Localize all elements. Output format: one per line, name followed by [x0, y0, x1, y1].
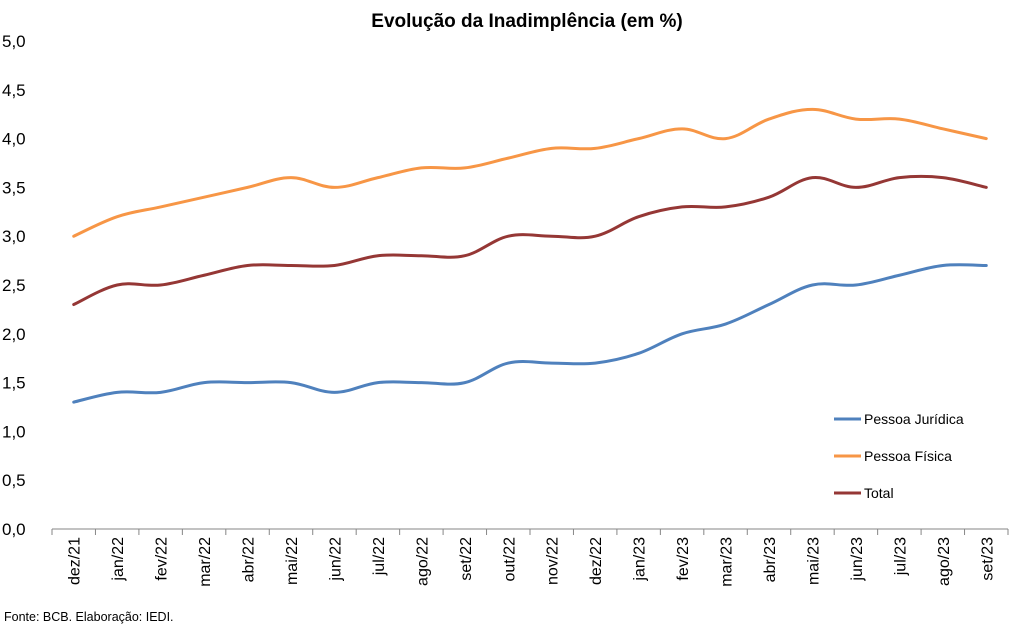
x-tick-label: jul/22 [371, 537, 388, 576]
y-tick-label: 0,5 [2, 471, 26, 490]
x-tick-label: jun/22 [327, 537, 344, 582]
y-tick-label: 3,0 [2, 227, 26, 246]
legend-label: Pessoa Jurídica [864, 411, 964, 427]
x-axis-ticks: dez/21 jan/22 fev/22 mar/22 abr/22 mai/22 jun/… [51, 529, 1009, 587]
x-tick-label: out/22 [501, 537, 518, 582]
x-tick-label: ago/23 [936, 537, 953, 586]
y-axis-ticks: 0,0 0,5 1,0 1,5 2,0 2,5 3,0 3,5 4,0 4,5 5,0 [2, 32, 26, 539]
x-tick-label: dez/21 [67, 537, 84, 585]
x-tick-label: mar/23 [719, 537, 736, 587]
y-tick-label: 3,5 [2, 178, 26, 197]
x-tick-label: abr/22 [241, 537, 258, 582]
y-tick-label: 1,0 [2, 422, 26, 441]
x-tick-label: set/22 [458, 537, 475, 581]
x-tick-label: dez/22 [588, 537, 605, 585]
y-tick-label: 1,5 [2, 374, 26, 393]
y-tick-label: 5,0 [2, 32, 26, 51]
y-tick-label: 4,0 [2, 130, 26, 149]
x-tick-label: jan/23 [632, 537, 649, 582]
x-tick-label: fev/22 [154, 537, 171, 581]
x-tick-label: mai/22 [284, 537, 301, 585]
y-tick-label: 0,0 [2, 520, 26, 539]
y-tick-label: 2,0 [2, 325, 26, 344]
x-tick-label: jul/23 [892, 537, 909, 576]
y-tick-label: 4,5 [2, 81, 26, 100]
source-note: Fonte: BCB. Elaboração: IEDI. [4, 610, 174, 624]
x-tick-label: ago/22 [414, 537, 431, 586]
series-lines [72, 107, 988, 404]
series-line-total [72, 174, 988, 307]
x-tick-label: set/23 [979, 537, 996, 581]
legend-label: Pessoa Física [864, 448, 952, 464]
x-tick-label: nov/22 [545, 537, 562, 585]
x-tick-label: jan/22 [110, 537, 127, 582]
chart-title: Evolução da Inadimplência (em %) [371, 11, 682, 32]
series-line-pessoa-jur-dica [72, 263, 988, 404]
x-tick-label: jun/23 [849, 537, 866, 582]
legend-label: Total [864, 485, 894, 501]
series-line-pessoa-f-sica [72, 107, 988, 238]
y-tick-label: 2,5 [2, 276, 26, 295]
x-tick-label: mar/22 [197, 537, 214, 587]
x-tick-label: fev/23 [675, 537, 692, 581]
legend: Pessoa Jurídica Pessoa Física Total [834, 411, 964, 501]
x-tick-label: abr/23 [762, 537, 779, 582]
x-tick-label: mai/23 [805, 537, 822, 585]
